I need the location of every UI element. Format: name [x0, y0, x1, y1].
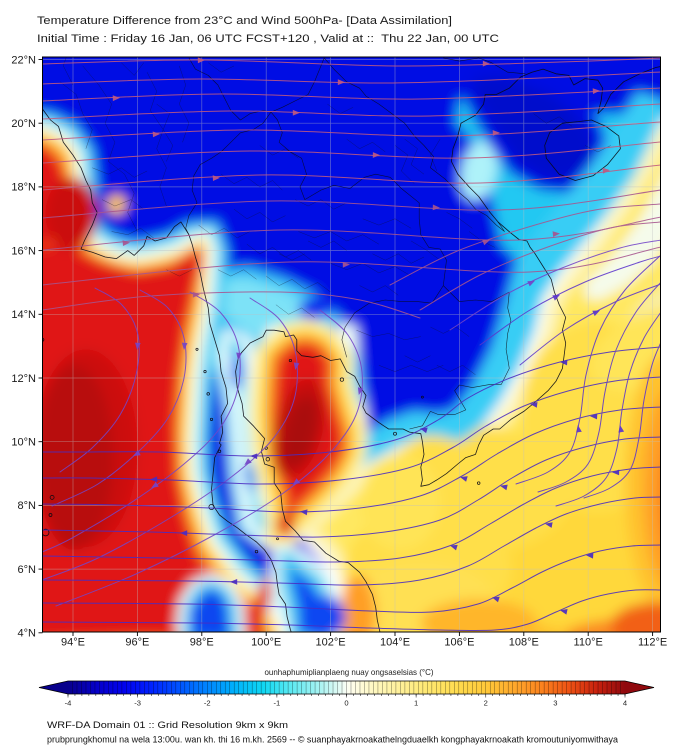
svg-text:100°E: 100°E: [251, 637, 281, 649]
svg-text:Initial Time : Friday 16 Jan,: Initial Time : Friday 16 Jan, 06 UTC FCS…: [37, 33, 499, 45]
svg-text:prubprungkhomul na wela 13:00u: prubprungkhomul na wela 13:00u. wan kh. …: [47, 735, 618, 745]
svg-text:-1: -1: [274, 699, 281, 708]
svg-text:1: 1: [414, 699, 418, 708]
svg-text:98°E: 98°E: [190, 637, 214, 649]
svg-text:2: 2: [484, 699, 488, 708]
svg-text:-3: -3: [134, 699, 141, 708]
svg-text:16°N: 16°N: [11, 245, 36, 257]
svg-text:20°N: 20°N: [11, 118, 36, 130]
svg-text:8°N: 8°N: [18, 500, 37, 512]
svg-text:10°N: 10°N: [11, 437, 36, 449]
svg-text:WRF-DA Domain 01 :: Grid Resol: WRF-DA Domain 01 :: Grid Resolution 9km …: [47, 720, 288, 730]
svg-text:4°N: 4°N: [18, 628, 37, 640]
svg-text:94°E: 94°E: [61, 637, 85, 649]
svg-text:104°E: 104°E: [380, 637, 410, 649]
svg-text:96°E: 96°E: [125, 637, 149, 649]
svg-text:-2: -2: [204, 699, 211, 708]
svg-text:3: 3: [553, 699, 557, 708]
svg-text:18°N: 18°N: [11, 182, 36, 194]
svg-text:12°N: 12°N: [11, 373, 36, 385]
svg-text:-4: -4: [65, 699, 72, 708]
svg-text:6°N: 6°N: [18, 564, 37, 576]
svg-text:112°E: 112°E: [638, 637, 667, 649]
svg-text:22°N: 22°N: [11, 54, 36, 66]
svg-text:Temperature Difference from 23: Temperature Difference from 23°C and Win…: [37, 15, 452, 27]
svg-text:0: 0: [344, 699, 348, 708]
svg-text:4: 4: [623, 699, 627, 708]
svg-text:108°E: 108°E: [509, 637, 539, 649]
svg-text:110°E: 110°E: [574, 637, 603, 649]
svg-text:ounhaphumiplianplaeng nuay ong: ounhaphumiplianplaeng nuay ongsaselsias …: [265, 667, 434, 677]
svg-text:102°E: 102°E: [316, 637, 346, 649]
svg-text:106°E: 106°E: [444, 637, 474, 649]
svg-text:14°N: 14°N: [11, 309, 36, 321]
